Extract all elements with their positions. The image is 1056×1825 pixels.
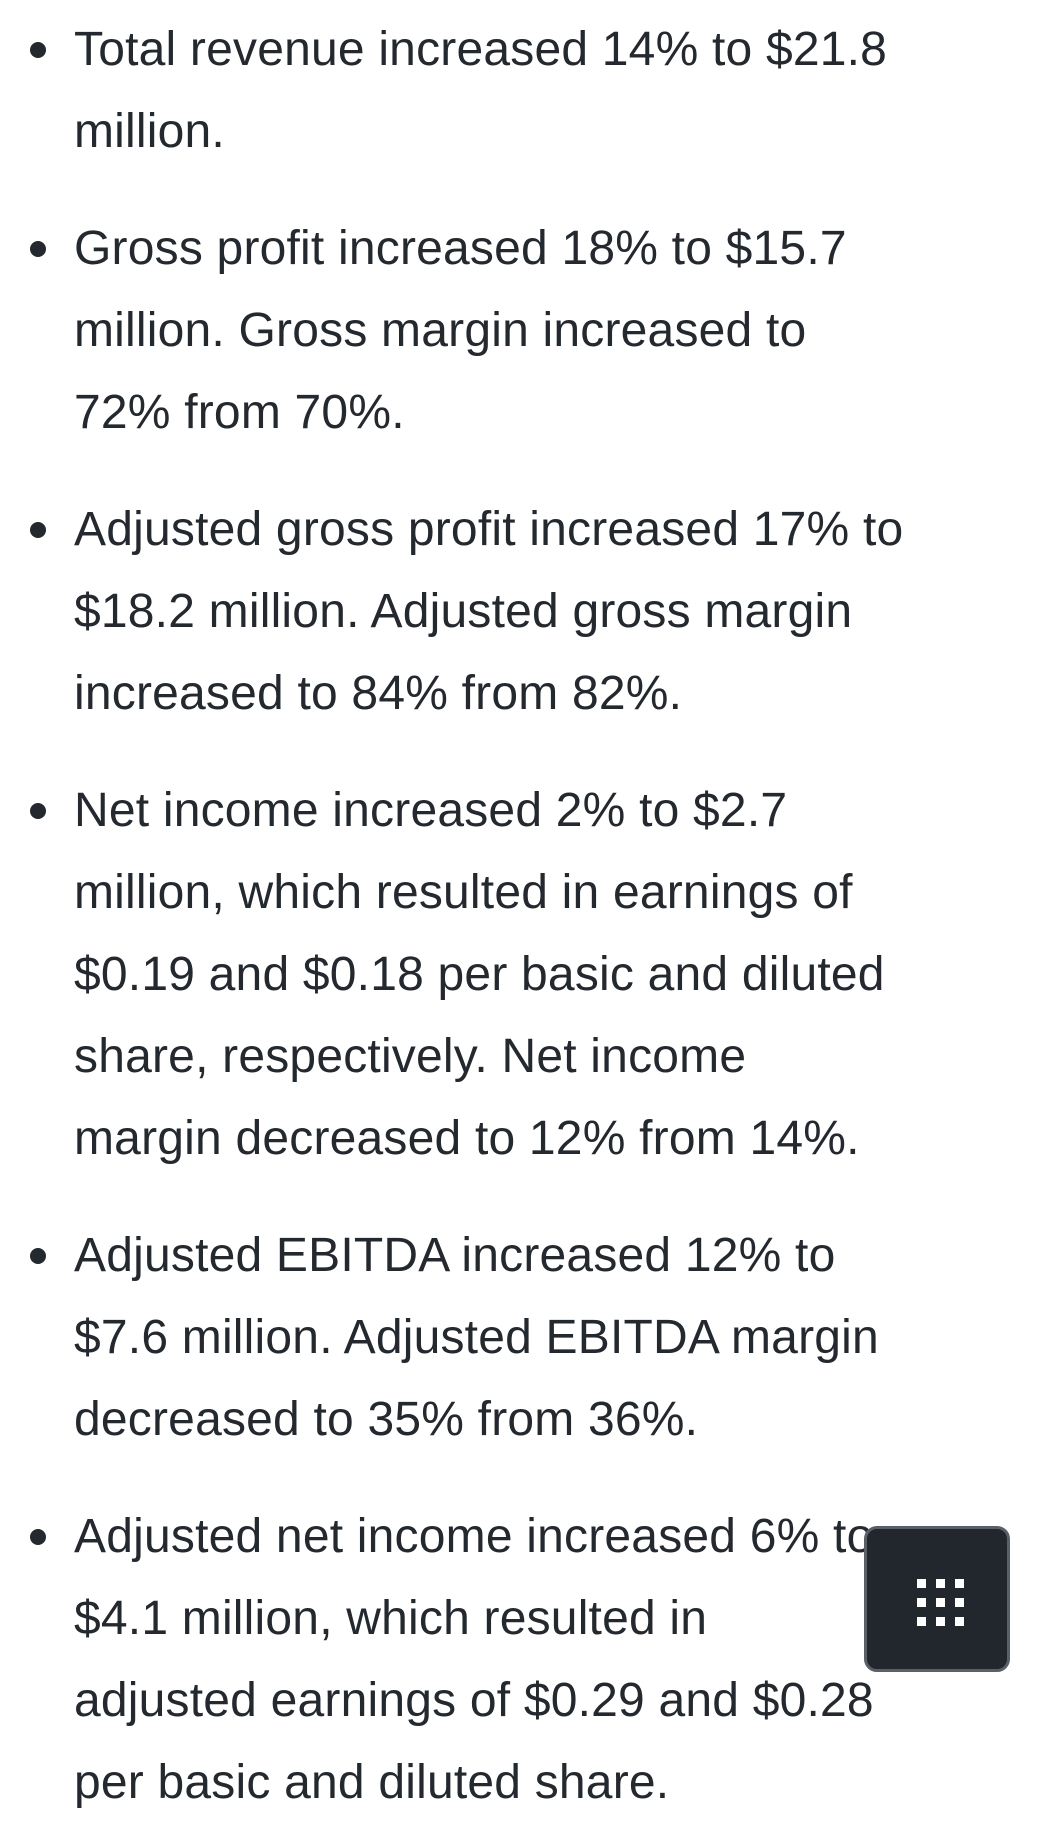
grid-menu-button[interactable] (864, 1526, 1010, 1672)
bullet-icon (30, 241, 46, 257)
list-item: Gross profit increased 18% to $15.7 milli… (0, 208, 1056, 454)
list-item-text: adjusted earnings of $0.29 and $0.28 (74, 1674, 874, 1727)
bullet-icon (30, 522, 46, 538)
list-item-text: Net income increased 2% to $2.7 (74, 784, 788, 837)
list-item: Adjusted EBITDA increased 12% to $7.6 mil… (0, 1215, 1056, 1461)
bullet-icon (30, 803, 46, 819)
grid-menu-icon (917, 1579, 964, 1626)
list-item-text: Total revenue increased 14% to $21.8 (74, 23, 888, 76)
bullet-icon (30, 42, 46, 58)
list-item-text: Gross profit increased 18% to $15.7 (74, 222, 847, 275)
list-item-text: 72% from 70%. (74, 386, 405, 439)
list-item-text: Adjusted EBITDA increased 12% to (74, 1229, 836, 1282)
list-item-text: increased to 84% from 82%. (74, 667, 683, 720)
list-item-text: Adjusted net income increased 6% to (74, 1510, 874, 1563)
list-item-text: million. Gross margin increased to (74, 304, 807, 357)
list-item-text: Adjusted gross profit increased 17% to (74, 503, 904, 556)
bullet-icon (30, 1248, 46, 1264)
list-item: Adjusted gross profit increased 17% to $1… (0, 489, 1056, 735)
list-item-text: decreased to 35% from 36%. (74, 1393, 699, 1446)
list-item-text: margin decreased to 12% from 14%. (74, 1112, 860, 1165)
list-item-text: $7.6 million. Adjusted EBITDA margin (74, 1311, 879, 1364)
list-item-text: $0.19 and $0.18 per basic and diluted (74, 948, 885, 1001)
list-item-text: $18.2 million. Adjusted gross margin (74, 585, 853, 638)
list-item: Adjusted net income increased 6% to $4.1 … (0, 1496, 1056, 1824)
list-item-text: million. (74, 105, 225, 158)
list-item-text: share, respectively. Net income (74, 1030, 747, 1083)
list-item-text: million, which resulted in earnings of (74, 866, 853, 919)
list-item: Total revenue increased 14% to $21.8 mill… (0, 9, 1056, 173)
list-item-text: $4.1 million, which resulted in (74, 1592, 708, 1645)
bullet-icon (30, 1529, 46, 1545)
list-item-text: per basic and diluted share. (74, 1756, 670, 1809)
list-item: Net income increased 2% to $2.7 million, … (0, 770, 1056, 1180)
